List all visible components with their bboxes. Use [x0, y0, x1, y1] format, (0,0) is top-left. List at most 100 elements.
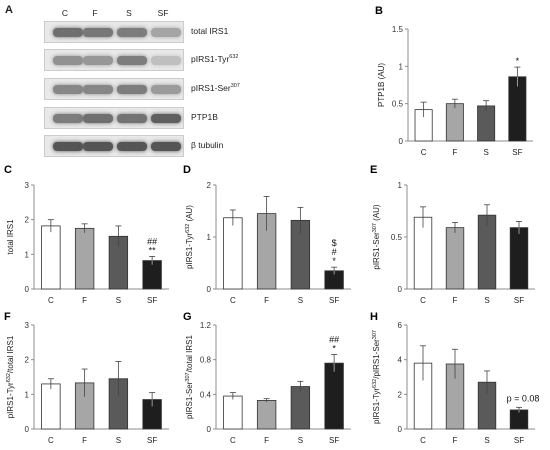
blot-row [44, 21, 184, 43]
significance-marker: ## [147, 236, 157, 246]
bar [509, 227, 529, 290]
x-tick-label: C [420, 436, 426, 445]
x-tick-label: SF [147, 436, 157, 445]
y-tick-label: 0.5 [391, 233, 403, 242]
blot-band [117, 142, 147, 151]
blot-band [151, 85, 181, 94]
x-tick-label: F [82, 296, 87, 305]
panel-letter: E [370, 164, 377, 176]
y-axis-label: pIRS1-Ser307/total IRS1 [185, 335, 194, 419]
western-blot: C F S SF total IRS1 pIRS1-Tyr632 pIRS1-Ser307 P… [44, 8, 244, 161]
panel-letter: H [370, 311, 378, 323]
y-tick-label: 1 [398, 181, 403, 190]
y-tick-label: 2 [398, 390, 403, 399]
bar [290, 386, 311, 430]
y-tick-label: 2 [25, 216, 30, 225]
x-tick-label: S [298, 296, 303, 305]
blot-band [117, 28, 147, 37]
significance-marker: * [332, 343, 336, 353]
chart-pirs1-ser: E 0 0.5 1 pIRS1-Ser307 (AU) C F S SF [370, 164, 535, 305]
lane-label: SF [157, 8, 169, 18]
blot-row-label: β tubulin [191, 140, 224, 150]
blot-band [53, 28, 83, 37]
blot-row [44, 49, 184, 71]
blot-band [83, 28, 113, 37]
y-tick-label: 0 [399, 137, 404, 146]
blot-row-label: total IRS1 [191, 26, 229, 36]
blot-band [53, 114, 83, 123]
y-tick-label: 0.5 [392, 100, 404, 109]
x-tick-label: C [48, 436, 54, 445]
panel-letter: F [4, 311, 11, 323]
x-tick-label: S [483, 148, 488, 157]
blot-row-label: PTP1B [191, 112, 218, 122]
bar [445, 103, 464, 142]
x-tick-label: SF [512, 148, 522, 157]
blot-band [53, 56, 83, 65]
y-tick-label: 1 [399, 62, 404, 71]
x-tick-label: C [420, 296, 426, 305]
y-axis-label: pIRS1-Ser307 (AU) [372, 204, 381, 270]
y-tick-label: 1.5 [392, 25, 404, 34]
x-tick-label: S [484, 296, 489, 305]
lane-label: F [92, 8, 98, 18]
blot-band [53, 85, 83, 94]
y-tick-label: 0.4 [200, 390, 212, 399]
y-tick-label: 0 [207, 285, 212, 294]
x-tick-label: F [453, 296, 458, 305]
x-tick-label: S [116, 296, 121, 305]
panel-letter: B [375, 5, 383, 17]
blot-band [53, 142, 83, 151]
chart-pirs1-tyr: D 0 1 2 pIRS1-Tyr632 (AU) C F S SF $#* [183, 164, 351, 305]
blot-row-label: pIRS1-Ser307 [191, 83, 240, 93]
bar [477, 214, 497, 290]
chart-total-irs1: C 0 1 2 3 total IRS1 C F S SF ##** [4, 164, 169, 305]
blot-band [117, 56, 147, 65]
significance-marker: * [332, 256, 336, 266]
x-tick-label: F [452, 148, 457, 157]
y-tick-label: 1 [25, 250, 30, 259]
significance-marker: ## [329, 334, 339, 344]
x-tick-label: SF [514, 296, 524, 305]
x-tick-label: S [298, 436, 303, 445]
bar [413, 216, 433, 290]
y-tick-label: 0.8 [200, 356, 212, 365]
y-axis-label: pIRS1-Tyr632/pIRS1-Ser307 [372, 330, 381, 424]
blot-band [117, 85, 147, 94]
y-tick-label: 0 [25, 425, 30, 434]
x-tick-label: SF [329, 436, 339, 445]
blot-row [44, 107, 184, 129]
panel-letter: D [183, 164, 191, 176]
chart-ptp1b: B 0 0.5 1 1.5 PTP1B (AU) C F S SF * [375, 5, 533, 157]
bar [41, 225, 61, 290]
x-tick-label: C [421, 148, 427, 157]
significance-marker: ** [149, 245, 157, 255]
bar [41, 383, 61, 430]
panel-letter-a: A [5, 4, 13, 16]
bar [256, 400, 277, 430]
x-tick-label: SF [147, 296, 157, 305]
significance-marker: $ [332, 238, 337, 248]
y-axis-label: pIRS1-Tyr632/total IRS1 [6, 335, 15, 418]
significance-marker: # [332, 247, 337, 257]
blot-band [83, 85, 113, 94]
x-tick-label: C [230, 296, 236, 305]
blot-band [83, 142, 113, 151]
x-tick-label: C [48, 296, 54, 305]
blot-row [44, 135, 184, 157]
bar [142, 260, 162, 290]
x-tick-label: F [453, 436, 458, 445]
x-tick-label: F [264, 296, 269, 305]
panel-letter: G [183, 311, 192, 323]
y-axis-label: PTP1B (AU) [377, 63, 386, 107]
x-tick-label: SF [514, 436, 524, 445]
y-tick-label: 0 [398, 425, 403, 434]
blot-band [151, 114, 181, 123]
blot-row [44, 78, 184, 100]
bar [509, 409, 529, 430]
y-tick-label: 0 [398, 285, 403, 294]
x-tick-label: F [264, 436, 269, 445]
lane-label: C [61, 8, 69, 18]
x-tick-label: S [116, 436, 121, 445]
y-tick-label: 4 [398, 356, 403, 365]
